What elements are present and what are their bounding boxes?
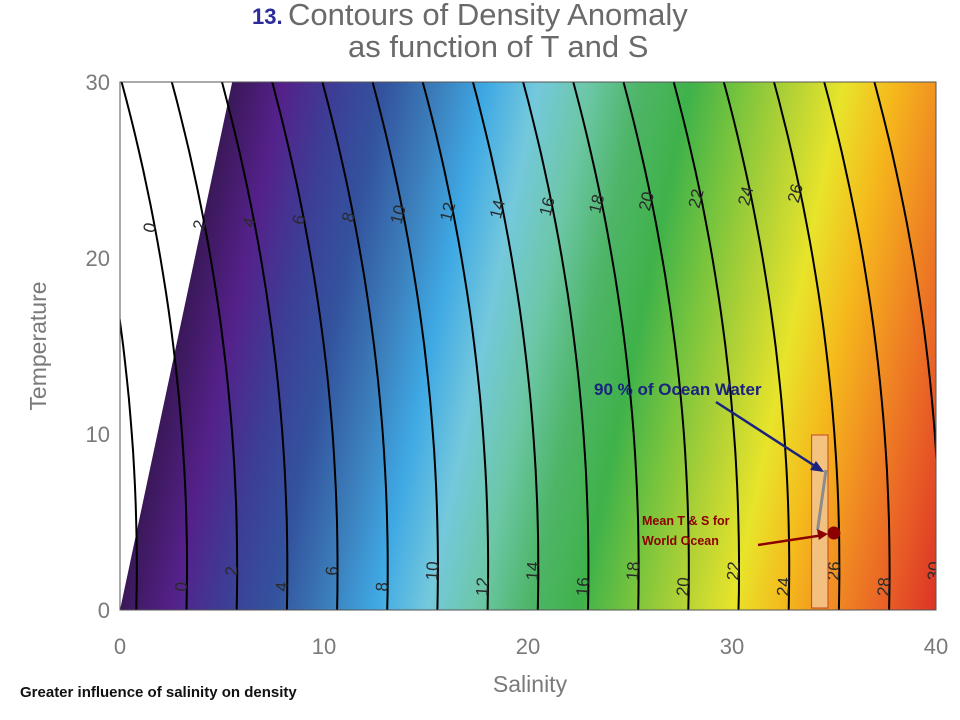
contour-line <box>120 82 188 610</box>
contour-label: 24 <box>734 184 757 207</box>
contour-label: 14 <box>523 561 543 581</box>
arrowhead-blue <box>810 461 824 472</box>
contour-line <box>321 82 389 610</box>
y-axis-label: Temperature <box>25 281 51 410</box>
contour-label: 20 <box>635 190 658 213</box>
chart-title-line1: Contours of Density Anomaly <box>288 0 688 32</box>
contour-label: 30 <box>924 561 944 581</box>
contour-label: 28 <box>874 577 894 597</box>
contour-line <box>722 82 791 610</box>
contour-line <box>773 82 841 610</box>
annotation-layer: 90 % of Ocean Water Mean T & S for World O… <box>594 380 841 609</box>
contour-label: 8 <box>372 581 392 592</box>
x-tick-label: 30 <box>720 634 744 659</box>
contour-label: 2 <box>222 566 242 577</box>
contour-label: 2 <box>90 223 111 237</box>
contour-line <box>873 82 936 470</box>
chart-title-line2: as function of T and S <box>348 29 648 64</box>
contour-line <box>170 82 239 610</box>
contour-label: 12 <box>472 577 492 597</box>
footer-caption: Greater influence of salinity on density <box>20 684 297 701</box>
contour-label: 22 <box>685 187 708 210</box>
arrowhead-red <box>816 529 828 540</box>
annotation-mean-ts: Mean T & S for World Ocean <box>642 514 730 548</box>
contour-label: 6 <box>289 213 310 227</box>
annotation-arrow-blue <box>715 400 819 470</box>
contour-line <box>672 82 740 610</box>
contour-label: 26 <box>784 182 807 205</box>
contour-label: 16 <box>573 577 593 597</box>
y-tick-label: 0 <box>98 598 110 623</box>
contour-label: 6 <box>322 566 342 577</box>
contour-line <box>522 82 590 610</box>
mean-ts-marker <box>827 526 841 540</box>
contour-label: 12 <box>436 200 459 223</box>
contour-label: 8 <box>338 210 359 224</box>
contour-line <box>271 82 339 610</box>
contour-line <box>572 82 640 610</box>
annotation-ocean-water: 90 % of Ocean Water <box>594 380 762 399</box>
x-axis-ticks: 0 10 20 30 40 <box>114 634 948 659</box>
contour-label: 0 <box>140 221 161 235</box>
contour-label: 4 <box>272 581 292 592</box>
contour-label: 10 <box>422 561 442 581</box>
contour-line <box>823 82 891 610</box>
contour-line <box>221 82 289 610</box>
x-tick-label: 10 <box>312 634 336 659</box>
plot-frame <box>119 81 937 611</box>
contour-label: 24 <box>773 577 793 597</box>
y-axis-ticks: 0 10 20 30 <box>86 70 110 623</box>
contour-line <box>371 82 439 610</box>
chart-title-number: 13. <box>252 4 283 29</box>
contour-label: 0 <box>172 581 192 592</box>
contour-label: 20 <box>673 577 693 597</box>
contour-label: 4 <box>239 215 260 229</box>
contour-label: 22 <box>723 561 743 581</box>
y-tick-label: 30 <box>86 70 110 95</box>
x-axis-label: Salinity <box>493 671 568 697</box>
x-tick-label: 40 <box>924 634 948 659</box>
contour-line <box>622 82 690 610</box>
ts-curve-segment <box>816 469 828 531</box>
x-tick-label: 0 <box>114 634 126 659</box>
contour-label: 18 <box>585 192 608 215</box>
contour-label: 14 <box>486 198 509 221</box>
contour-line <box>120 314 138 610</box>
contour-line <box>421 82 490 610</box>
y-tick-label: 10 <box>86 422 110 447</box>
contour-label: 26 <box>824 561 844 581</box>
contour-label: 2 <box>189 218 210 232</box>
contour-label: 18 <box>623 561 643 581</box>
contour-label: 16 <box>536 195 559 218</box>
y-tick-label: 20 <box>86 246 110 271</box>
contour-line <box>471 82 540 610</box>
annotation-arrow-red <box>757 533 825 547</box>
contour-label: 10 <box>387 203 410 226</box>
x-tick-label: 20 <box>516 634 540 659</box>
